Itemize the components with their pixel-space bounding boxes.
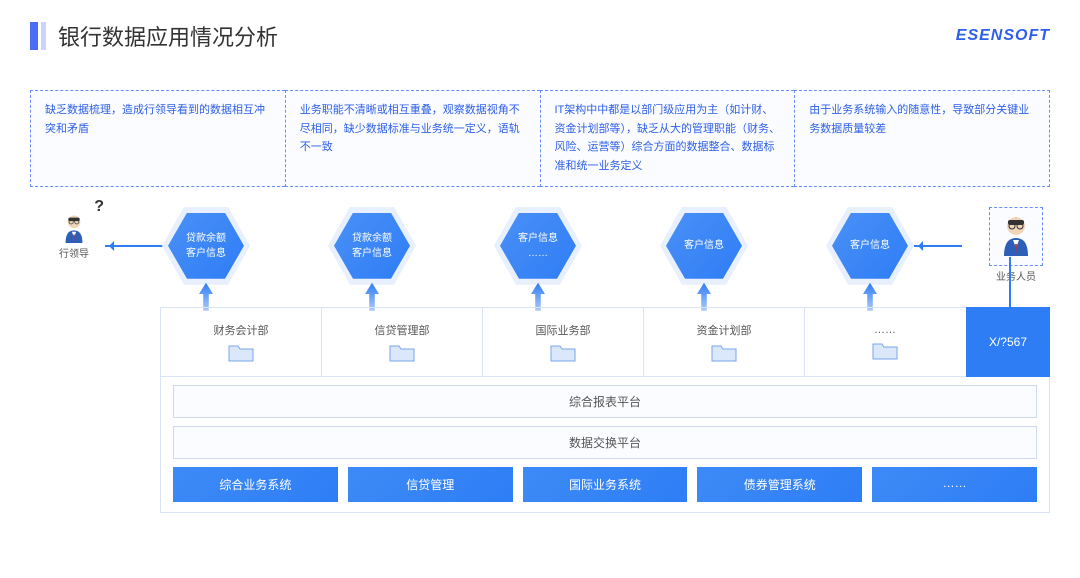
- leader-avatar: ? 行领导: [50, 212, 98, 260]
- user-input-value-box: X/?567: [966, 307, 1050, 377]
- callouts-row: 缺乏数据梳理，造成行领导看到的数据相互冲突和矛盾 业务职能不清晰或相互重叠，观察…: [30, 90, 1050, 187]
- page-title-block: 银行数据应用情况分析: [30, 20, 278, 52]
- page-title: 银行数据应用情况分析: [58, 20, 278, 52]
- dept-label-2: 信贷管理部: [375, 322, 430, 338]
- callout-4: 由于业务系统输入的随意性，导致部分关键业务数据质量较差: [794, 90, 1050, 187]
- hex-node-3: 客户信息 ……: [494, 207, 582, 285]
- hex-3-line-2: ……: [528, 246, 548, 261]
- title-accent-bars: [30, 22, 46, 50]
- dept-label-1: 财务会计部: [214, 322, 269, 338]
- connector-staff-to-input: [970, 217, 1030, 317]
- hex-node-5: 客户信息: [826, 207, 914, 285]
- dept-cell-2: 信贷管理部: [322, 308, 483, 376]
- platform-block: 综合报表平台 数据交换平台 综合业务系统 信贷管理 国际业务系统 债券管理系统 …: [160, 377, 1050, 513]
- diagram-row: ? 行领导 贷款余额 客户信息 贷款余额: [30, 207, 1050, 297]
- system-4: 债券管理系统: [697, 467, 862, 502]
- hex-node-2: 贷款余额 客户信息: [328, 207, 416, 285]
- hex-2-line-1: 贷款余额: [352, 231, 392, 246]
- system-2: 信贷管理: [348, 467, 513, 502]
- hex-2-line-2: 客户信息: [352, 246, 392, 261]
- person-icon: [52, 212, 96, 243]
- arrow-from-staff: [914, 245, 962, 247]
- system-1: 综合业务系统: [173, 467, 338, 502]
- question-mark-icon: ?: [94, 198, 104, 216]
- hex-3-line-1: 客户信息: [518, 231, 558, 246]
- dept-cell-3: 国际业务部: [483, 308, 644, 376]
- platform-bar-2: 数据交换平台: [173, 426, 1037, 459]
- user-input-value: X/?567: [989, 335, 1027, 349]
- system-3: 国际业务系统: [523, 467, 688, 502]
- arrow-to-leader: [105, 245, 163, 247]
- dept-cell-1: 财务会计部: [161, 308, 322, 376]
- folder-icon: [550, 342, 576, 362]
- hex-4-line-1: 客户信息: [684, 238, 724, 253]
- dept-label-4: 资金计划部: [697, 322, 752, 338]
- dept-label-3: 国际业务部: [536, 322, 591, 338]
- dept-label-5: ……: [874, 324, 896, 336]
- callout-1: 缺乏数据梳理，造成行领导看到的数据相互冲突和矛盾: [30, 90, 285, 187]
- leader-label: 行领导: [59, 245, 89, 260]
- dept-cell-5: ……: [805, 308, 965, 376]
- hex-5-line-1: 客户信息: [850, 238, 890, 253]
- folder-icon: [228, 342, 254, 362]
- hex-1-line-1: 贷款余额: [186, 231, 226, 246]
- platform-bar-1: 综合报表平台: [173, 385, 1037, 418]
- hex-1-line-2: 客户信息: [186, 246, 226, 261]
- folder-icon: [872, 340, 898, 360]
- system-row: 综合业务系统 信贷管理 国际业务系统 债券管理系统 ……: [173, 467, 1037, 502]
- dept-cell-4: 资金计划部: [644, 308, 805, 376]
- folder-icon: [711, 342, 737, 362]
- hex-node-4: 客户信息: [660, 207, 748, 285]
- callout-2: 业务职能不清晰或相互重叠，观察数据视角不尽相同，缺少数据标准与业务统一定义，语轨…: [285, 90, 540, 187]
- department-row: 财务会计部 信贷管理部 国际业务部 资金计划部: [160, 307, 1050, 377]
- system-5: ……: [872, 467, 1037, 502]
- hex-node-1: 贷款余额 客户信息: [162, 207, 250, 285]
- folder-icon: [389, 342, 415, 362]
- brand-logo: ESENSOFT: [956, 27, 1050, 45]
- callout-3: IT架构中中都是以部门级应用为主（如计财、资金计划部等），缺乏从大的管理职能（财…: [540, 90, 795, 187]
